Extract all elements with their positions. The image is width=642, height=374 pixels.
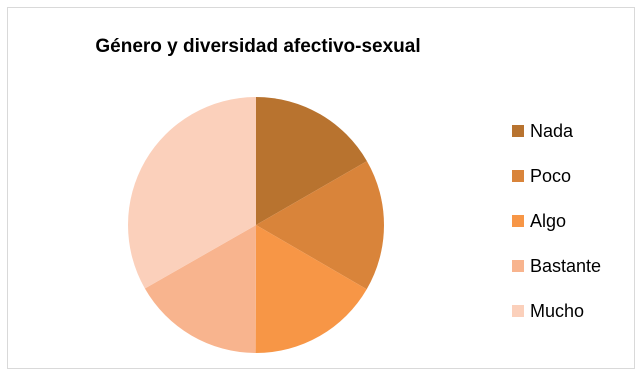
legend-label: Poco xyxy=(530,165,572,186)
legend-label: Nada xyxy=(530,120,574,141)
legend-item-poco: Poco xyxy=(512,165,601,187)
legend-swatch xyxy=(512,305,524,317)
pie-slice-poco xyxy=(256,161,384,290)
legend-item-algo: Algo xyxy=(512,210,601,232)
legend-label: Algo xyxy=(530,210,567,231)
pie-slice-bastante xyxy=(144,225,256,353)
legend-swatch xyxy=(512,125,524,137)
legend-label: Bastante xyxy=(530,255,602,276)
pie-chart xyxy=(127,97,384,353)
legend-swatch xyxy=(512,170,524,182)
pie-slice-algo xyxy=(255,225,367,353)
pie-slice-mucho xyxy=(127,97,256,289)
legend-swatch xyxy=(512,260,524,272)
legend-item-nada: Nada xyxy=(512,120,601,142)
legend-swatch xyxy=(512,215,524,227)
pie-slice-nada xyxy=(256,97,367,225)
chart-title: Género y diversidad afectivo-sexual xyxy=(95,36,421,57)
legend: Nada Poco Algo Bastante Mucho xyxy=(512,120,601,345)
legend-label: Mucho xyxy=(530,300,585,321)
legend-item-bastante: Bastante xyxy=(512,255,601,277)
legend-item-mucho: Mucho xyxy=(512,300,601,322)
chart-frame: Género y diversidad afectivo-sexual Nada… xyxy=(7,7,635,369)
